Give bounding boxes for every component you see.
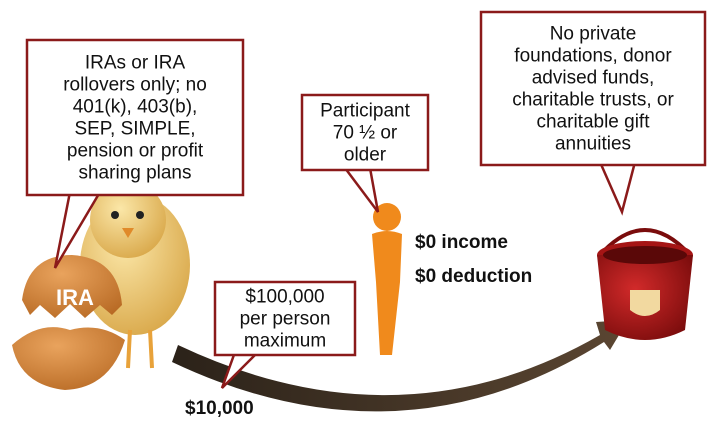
callout-text: pension or profit	[67, 141, 204, 162]
callout-text: foundations, donor	[514, 46, 672, 67]
deduction-label: $0 deduction	[415, 266, 532, 287]
callout-text: rollovers only; no	[63, 75, 207, 96]
callout-text: older	[344, 145, 387, 166]
callout-text: SEP, SIMPLE,	[74, 119, 195, 140]
callout-text: per person	[240, 309, 331, 330]
callout-tail	[345, 168, 378, 212]
callout-text: IRAs or IRA	[85, 53, 186, 74]
callout-text: sharing plans	[78, 163, 191, 184]
diagram: IRA $0 income $0 deduction $10,000 IRAs …	[0, 0, 707, 440]
callout-text: charitable gift	[536, 112, 650, 133]
kettle	[597, 230, 693, 340]
callout-text: advised funds,	[532, 68, 655, 89]
callout-text: Participant	[320, 101, 410, 122]
callout-text: charitable trusts, or	[512, 90, 674, 111]
callout-text: annuities	[555, 134, 631, 155]
callout-text: 401(k), 403(b),	[73, 97, 198, 118]
egg-label: IRA	[56, 285, 94, 310]
income-label: $0 income	[415, 232, 508, 253]
callout-tail	[600, 162, 635, 212]
amount-label: $10,000	[185, 398, 254, 419]
callout-text: maximum	[244, 331, 326, 352]
callout-text: $100,000	[245, 287, 324, 308]
callout-text: No private	[550, 24, 637, 45]
person	[372, 203, 402, 355]
callout-text: 70 ½ or	[333, 123, 398, 144]
